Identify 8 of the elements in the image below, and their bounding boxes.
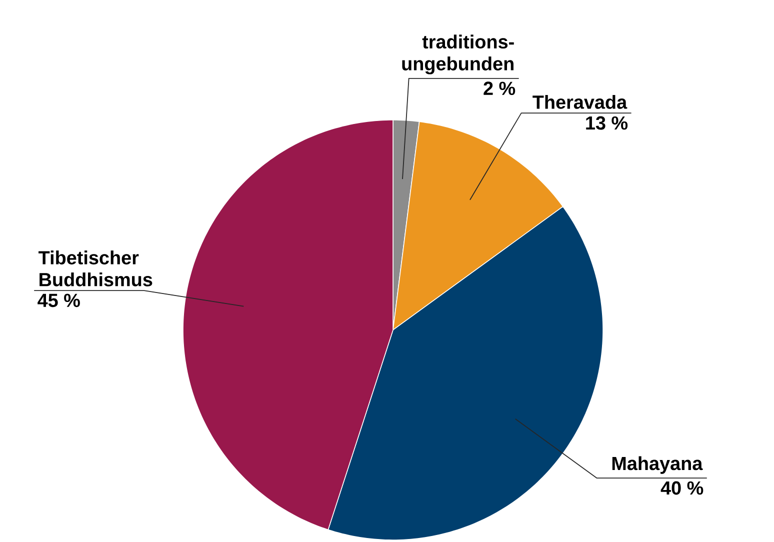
data-label: 40 % xyxy=(660,481,704,495)
slice-label: Mahayana xyxy=(612,456,703,474)
slice-label: Theravada xyxy=(532,94,628,109)
data-label: 2 % xyxy=(484,82,516,96)
slice-label: Tibetischer Buddhismus xyxy=(38,250,152,286)
data-label: 45 % xyxy=(38,294,80,308)
slice-label: traditions-ungebunden xyxy=(402,34,514,74)
data-label: 13 % xyxy=(586,116,628,130)
